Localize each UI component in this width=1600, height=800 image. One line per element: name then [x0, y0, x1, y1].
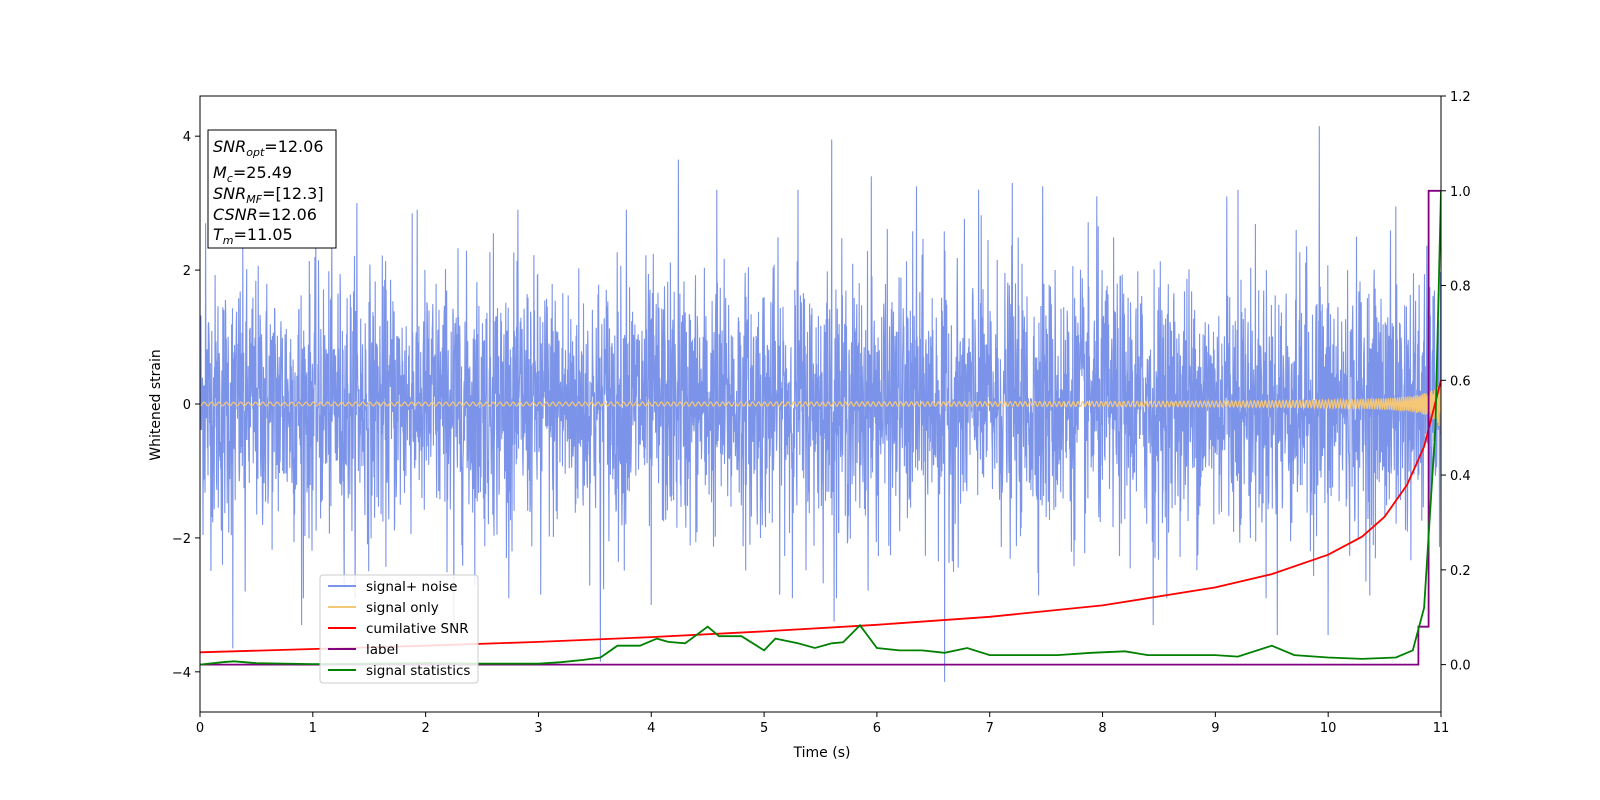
annotation-tm: Tm=11.05	[213, 225, 293, 247]
y2-tick-label: 0.2	[1450, 564, 1471, 579]
annotation-mc: Mc=25.49	[213, 163, 292, 185]
annotation-csnr: CSNR=12.06	[213, 205, 317, 224]
y-axis-right: 0.0 0.2 0.4 0.6 0.8 1.0 1.2	[1441, 90, 1471, 674]
y2-tick-label: 0.4	[1450, 469, 1471, 484]
x-tick-label: 9	[1211, 721, 1219, 736]
x-tick-label: 4	[647, 721, 655, 736]
plot-area	[200, 126, 1441, 682]
y-axis-label: Whitened strain	[148, 349, 164, 460]
y2-tick-label: 1.0	[1450, 185, 1471, 200]
legend-label-signal-statistics: signal statistics	[366, 663, 470, 679]
y2-tick-label: 0.0	[1450, 659, 1471, 674]
x-tick-label: 11	[1433, 721, 1450, 736]
y-axis-left: −4 −2 0 2 4	[172, 130, 200, 681]
series-line-cumilative-snr	[200, 380, 1441, 654]
legend-label-cumulative-snr: cumilative SNR	[366, 621, 469, 637]
x-tick-label: 2	[421, 721, 429, 736]
x-tick-label: 7	[986, 721, 994, 736]
y2-tick-label: 1.2	[1450, 90, 1471, 105]
legend-label-label: label	[366, 642, 399, 658]
x-tick-label: 10	[1320, 721, 1337, 736]
annotation-snr-mf: SNRMF=[12.3]	[213, 184, 324, 206]
legend: signal+ noise signal only cumilative SNR…	[319, 574, 479, 684]
annotation-snr-opt: SNRopt=12.06	[213, 137, 324, 159]
y-tick-label: 2	[183, 264, 191, 279]
y-tick-label: −4	[172, 666, 191, 681]
y-tick-label: 0	[183, 398, 191, 413]
y-tick-label: −2	[172, 532, 191, 547]
annotation-box: SNRopt=12.06 Mc=25.49 SNRMF=[12.3] CSNR=…	[207, 129, 337, 249]
x-tick-label: 8	[1098, 721, 1106, 736]
x-tick-label: 0	[196, 721, 204, 736]
x-tick-label: 5	[760, 721, 768, 736]
series-line-signal-only	[200, 382, 1441, 432]
x-axis: 0 1 2 3 4 5 6 7 8 9 10 11	[196, 712, 1449, 736]
y-tick-label: 4	[183, 130, 191, 145]
y2-tick-label: 0.6	[1450, 374, 1471, 389]
series-line-signal-statistics	[200, 190, 1441, 666]
x-tick-label: 6	[873, 721, 881, 736]
series-line-label	[200, 189, 1441, 666]
y2-tick-label: 0.8	[1450, 280, 1471, 295]
x-axis-label: Time (s)	[793, 745, 851, 761]
x-tick-label: 1	[309, 721, 317, 736]
legend-label-signal-only: signal only	[366, 600, 439, 616]
legend-label-signal-noise: signal+ noise	[366, 579, 457, 595]
x-tick-label: 3	[534, 721, 542, 736]
